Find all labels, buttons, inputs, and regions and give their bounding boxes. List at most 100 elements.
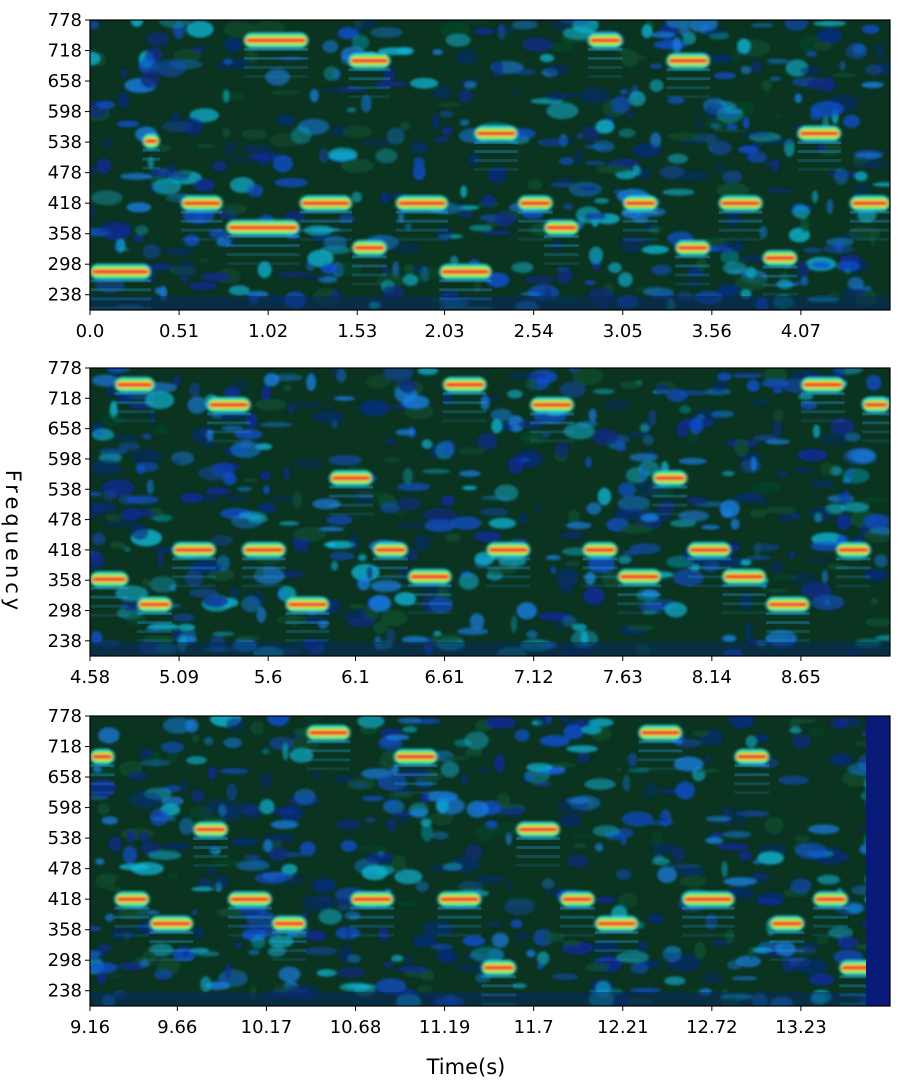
x-tick-label: 4.58 [70,667,110,688]
note-harmonic [559,933,595,937]
note-harmonic [517,237,553,241]
note-mark [137,596,173,613]
note-harmonic [407,611,452,615]
note-mark [587,32,623,49]
note-harmonic [442,401,487,405]
note-harmonic [285,630,330,633]
note-harmonic [437,924,482,928]
note-harmonic [766,630,810,633]
note-harmonic [149,940,194,944]
spectrogram-texture [90,716,890,1006]
note-harmonic [617,602,662,606]
note-harmonic [90,773,115,777]
note-harmonic [285,612,330,615]
note-mark [242,541,286,558]
note-harmonic [373,557,408,561]
y-tick-label: 358 [48,920,82,941]
note-harmonic [373,566,408,570]
note-mark [350,891,394,908]
note-harmonic [228,933,272,937]
note-harmonic [722,593,766,597]
note-harmonic [306,749,351,753]
note-harmonic [530,412,574,416]
note-harmonic [544,262,579,266]
note-mark [862,396,890,413]
note-harmonic [271,958,307,962]
note-harmonic [329,485,373,489]
note-harmonic [544,244,579,248]
note-mark [622,195,658,212]
x-tick-label: 8.65 [781,667,821,688]
note-harmonic [114,933,150,937]
note-harmonic [299,237,352,241]
note-harmonic [762,283,798,287]
note-harmonic [516,855,560,858]
note-harmonic [675,255,711,259]
note-harmonic [442,419,487,423]
note-mark [207,396,251,413]
note-harmonic [862,430,890,434]
note-mark [306,724,351,741]
note-harmonic [769,949,805,953]
note-mark [718,195,763,212]
note-harmonic [481,984,517,988]
note-harmonic [271,949,307,953]
note-harmonic [559,915,595,919]
note-harmonic [652,485,688,489]
note-mark [114,891,150,908]
note-harmonic [306,740,351,744]
note-harmonic [582,557,618,561]
note-harmonic [243,56,309,60]
note-mark [734,748,770,765]
note-mark [271,915,307,932]
spectrogram-panel-2: 778 718 658 598 538 478 418 358 298 238 4.58 5.09 5.… [48,358,891,688]
note-harmonic [180,219,223,223]
x-tick-label: 0.0 [76,321,105,342]
note-harmonic [149,958,194,962]
note-harmonic [835,575,871,579]
y-tick-label: 358 [48,224,82,245]
note-harmonic [437,933,482,937]
note-mark [439,263,492,280]
y-tick-label: 418 [48,540,82,561]
note-harmonic [813,915,848,919]
note-harmonic [666,86,711,90]
note-harmonic [734,773,770,777]
y-tick-label: 478 [48,510,82,531]
note-harmonic [242,566,286,570]
x-tick-label: 5.09 [159,667,199,688]
note-harmonic [348,77,391,81]
note-mark [474,125,518,142]
note-harmonic [559,906,595,910]
note-harmonic [682,933,735,937]
note-harmonic [481,975,517,979]
note-harmonic [439,279,492,283]
note-harmonic [582,566,618,570]
note-harmonic [142,175,160,179]
note-harmonic [285,621,330,624]
note-harmonic [114,906,150,910]
note-harmonic [516,864,560,867]
note-harmonic [675,264,711,268]
y-tick-label: 298 [48,254,82,275]
note-mark [90,571,129,588]
note-harmonic [666,68,711,72]
note-harmonic [862,412,890,416]
note-harmonic [90,586,129,590]
note-harmonic [350,906,394,910]
x-tick-label: 5.6 [254,667,283,688]
note-harmonic [348,86,391,90]
note-harmonic [90,306,152,310]
note-harmonic [271,931,307,935]
y-tick-label: 478 [48,859,82,880]
note-harmonic [243,65,309,69]
y-tick-label: 658 [48,767,82,788]
note-harmonic [594,949,639,953]
note-harmonic [180,237,223,241]
note-mark [517,195,553,212]
note-harmonic [207,430,251,434]
note-harmonic [439,306,492,310]
note-harmonic [516,846,560,849]
spectrogram-panel-3: 778 718 658 598 538 478 418 358 298 238 9.16 9.66 10… [48,706,891,1038]
note-harmonic [722,611,766,615]
